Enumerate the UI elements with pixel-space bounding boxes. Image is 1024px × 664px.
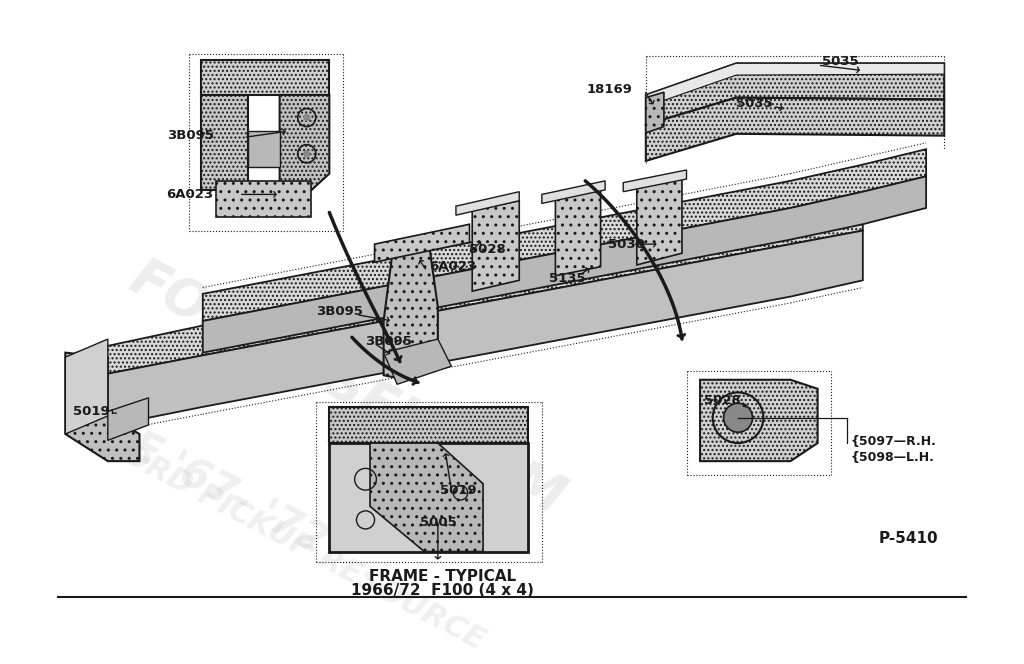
Text: 5030: 5030: [608, 238, 645, 250]
Text: FORDIESEL.COM: FORDIESEL.COM: [122, 252, 573, 525]
Text: 5028: 5028: [703, 394, 740, 407]
Polygon shape: [384, 242, 438, 380]
Circle shape: [724, 403, 753, 432]
Polygon shape: [637, 177, 682, 265]
Text: 3B095: 3B095: [167, 129, 213, 142]
Text: P-5410: P-5410: [879, 531, 938, 546]
Text: 5035: 5035: [822, 55, 859, 68]
Polygon shape: [375, 224, 469, 262]
Circle shape: [303, 150, 310, 157]
Polygon shape: [384, 339, 452, 384]
Polygon shape: [201, 60, 330, 95]
Polygon shape: [646, 63, 944, 107]
Polygon shape: [542, 181, 605, 203]
Polygon shape: [700, 380, 817, 461]
Polygon shape: [370, 443, 483, 552]
Text: 18169: 18169: [587, 83, 633, 96]
Text: 5028: 5028: [469, 243, 506, 256]
Polygon shape: [248, 131, 280, 167]
Text: 5005: 5005: [420, 516, 457, 529]
Polygon shape: [456, 192, 519, 215]
Text: FORD PICKUP RESOURCE: FORD PICKUP RESOURCE: [98, 430, 488, 655]
Polygon shape: [646, 98, 944, 161]
Text: 3B095: 3B095: [366, 335, 413, 349]
Text: 5019: 5019: [73, 405, 110, 418]
Text: 6A023: 6A023: [167, 188, 214, 201]
Polygon shape: [108, 398, 148, 440]
Polygon shape: [76, 199, 863, 380]
Text: FRAME - TYPICAL: FRAME - TYPICAL: [369, 570, 516, 584]
Polygon shape: [330, 407, 528, 443]
Polygon shape: [66, 353, 139, 461]
Polygon shape: [216, 181, 311, 217]
Text: {5097—R.H.: {5097—R.H.: [850, 435, 936, 448]
Polygon shape: [472, 201, 519, 291]
Circle shape: [303, 114, 310, 121]
Text: 5135: 5135: [549, 272, 586, 285]
Polygon shape: [203, 149, 926, 321]
Polygon shape: [646, 92, 664, 133]
Text: 1966/72  F100 (4 x 4): 1966/72 F100 (4 x 4): [351, 583, 534, 598]
Polygon shape: [203, 177, 926, 353]
Polygon shape: [646, 63, 944, 125]
Text: 6A023: 6A023: [429, 260, 476, 274]
Polygon shape: [201, 95, 248, 190]
Polygon shape: [330, 443, 528, 552]
Text: 5019: 5019: [439, 483, 476, 497]
Polygon shape: [624, 170, 686, 192]
Polygon shape: [76, 230, 863, 432]
Text: 5035: 5035: [736, 98, 773, 110]
Text: THE '67- '72: THE '67- '72: [68, 395, 334, 563]
Text: {5098—L.H.: {5098—L.H.: [850, 451, 934, 464]
Polygon shape: [66, 339, 108, 434]
Polygon shape: [280, 95, 330, 195]
Text: 3B095: 3B095: [315, 305, 362, 319]
Polygon shape: [555, 188, 601, 276]
